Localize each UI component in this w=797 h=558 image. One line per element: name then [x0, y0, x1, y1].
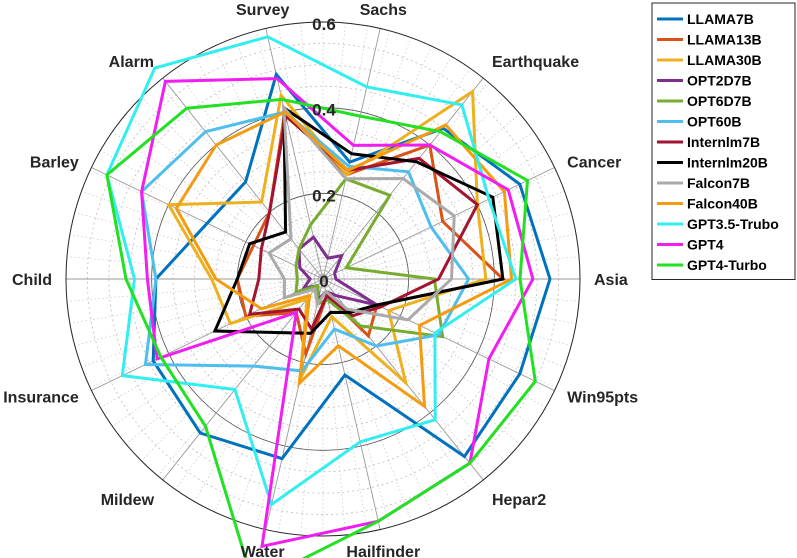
grid-spoke [322, 278, 368, 533]
legend-label: Falcon7B [687, 175, 750, 191]
category-labels: Sachs Earthquake Cancer Asia Win95pts Hepar2 H… [3, 2, 638, 558]
category-label: Mildew [101, 492, 155, 509]
series-falcon40b [174, 110, 514, 410]
legend-label: GPT3.5-Trubo [687, 216, 779, 232]
category-spoke [162, 77, 324, 280]
grid-spoke [74, 278, 324, 346]
category-label: Cancer [567, 154, 621, 171]
series-gpt4 [140, 77, 535, 549]
legend-label: OPT60B [687, 114, 741, 130]
grid-spoke [66, 256, 324, 280]
legend-label: GPT4 [687, 237, 724, 253]
grid-spoke [322, 25, 368, 280]
tick-label: 0.4 [312, 101, 336, 120]
legend-label: Falcon40B [687, 196, 758, 212]
category-label: Hailfinder [346, 544, 420, 558]
grid-spoke [322, 56, 452, 280]
grid-spoke [322, 278, 390, 528]
category-label: Insurance [3, 390, 79, 407]
category-spoke [265, 278, 324, 530]
radial-tick-labels: 0 0.2 0.4 0.6 [312, 15, 336, 291]
category-label: Asia [594, 272, 628, 289]
grid-spoke [322, 131, 534, 280]
category-label: Win95pts [567, 390, 638, 407]
grid-spoke [125, 278, 324, 445]
grid-spoke [66, 278, 324, 302]
legend-label: LLAMA7B [687, 11, 754, 27]
legend: LLAMA7B LLAMA13B LLAMA30B OPT2D7B OPT6D7B OPT… [651, 2, 796, 280]
legend-label: LLAMA13B [687, 32, 762, 48]
tick-label: 0 [319, 272, 328, 291]
grid-spoke [322, 113, 521, 280]
category-label: Earthquake [492, 54, 579, 71]
grid-spoke [81, 190, 324, 280]
grid-spoke [322, 150, 546, 280]
category-label: Survey [236, 2, 289, 19]
category-spoke [322, 167, 555, 280]
category-label: Water [241, 544, 285, 558]
tick-label: 0.6 [312, 15, 336, 34]
legend-label: LLAMA30B [687, 52, 762, 68]
grid-spoke [322, 68, 471, 280]
grid-spoke [214, 278, 324, 513]
series-gpt3-5-trubo [105, 35, 518, 507]
category-label: Barley [30, 154, 79, 171]
grid-spoke [322, 190, 565, 280]
grid-spoke [278, 278, 324, 533]
grid-spoke [322, 278, 534, 427]
series-llama13b [235, 108, 507, 360]
legend-label: OPT6D7B [687, 93, 752, 109]
grid-spoke [300, 22, 324, 280]
grid-spoke [112, 131, 324, 280]
grid-spoke [194, 56, 324, 280]
grid-spoke [141, 278, 324, 461]
legend-label: Internlm7B [687, 134, 760, 150]
grid-spoke [322, 278, 577, 324]
outer-ring [65, 21, 581, 537]
category-label: Child [12, 272, 52, 289]
grid-spoke [300, 278, 324, 536]
grid-spoke [322, 212, 572, 280]
series-gpt4-turbo [105, 97, 537, 558]
legend-label: Internlm20B [687, 155, 768, 171]
category-spoke [322, 278, 381, 530]
grid-spoke [81, 278, 324, 368]
grid-spoke [125, 113, 324, 280]
legend-label: GPT4-Turbo [687, 257, 767, 273]
category-label: Sachs [360, 2, 407, 19]
category-label: Hepar2 [492, 492, 546, 509]
series-llama7b [151, 71, 552, 461]
grid-spoke [322, 278, 452, 502]
grid-spoke [278, 25, 324, 280]
tick-label: 0.2 [312, 186, 336, 205]
series-falcon7b [266, 103, 456, 322]
grid-spoke [89, 278, 324, 388]
series-polygons [105, 35, 552, 558]
grid-spoke [194, 278, 324, 502]
grid-spoke [141, 97, 324, 280]
legend-label: OPT2D7B [687, 73, 752, 89]
category-label: Alarm [109, 54, 154, 71]
series-internlm7b [247, 113, 480, 333]
grid-spoke [322, 278, 471, 490]
